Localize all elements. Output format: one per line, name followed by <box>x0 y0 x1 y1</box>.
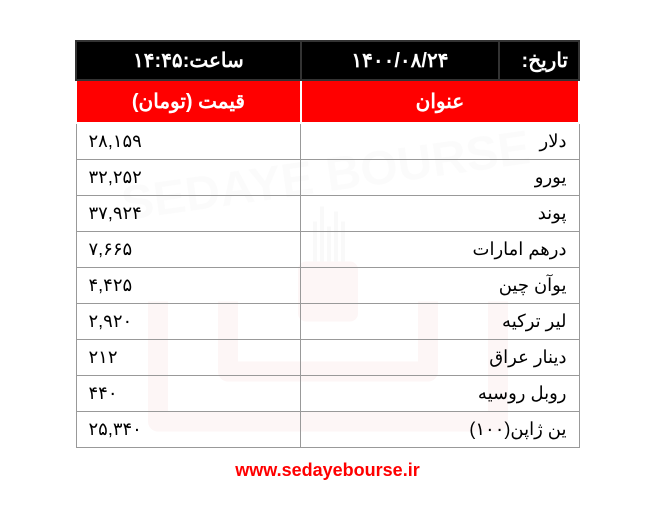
table-row: ین ژاپن(۱۰۰)۲۵,۳۴۰ <box>76 412 579 448</box>
currency-name-cell: دلار <box>301 123 579 160</box>
time-label: ساعت: <box>183 50 244 72</box>
time-value: ۱۴:۴۵ <box>133 50 183 72</box>
table-row: پوند۳۷,۹۲۴ <box>76 196 579 232</box>
date-time-header: تاریخ: ۱۴۰۰/۰۸/۲۴ ساعت:۱۴:۴۵ <box>76 41 579 80</box>
currency-name-cell: لیر ترکیه <box>301 304 579 340</box>
currency-price-cell: ۲۵,۳۴۰ <box>76 412 301 448</box>
currency-price-cell: ۲,۹۲۰ <box>76 304 301 340</box>
currency-price-cell: ۴,۴۲۵ <box>76 268 301 304</box>
table-row: درهم امارات۷,۶۶۵ <box>76 232 579 268</box>
column-headers: عنوان قیمت (تومان) <box>76 80 579 123</box>
currency-name-cell: دینار عراق <box>301 340 579 376</box>
currency-price-cell: ۲۸,۱۵۹ <box>76 123 301 160</box>
table-row: دلار۲۸,۱۵۹ <box>76 123 579 160</box>
currency-name-cell: پوند <box>301 196 579 232</box>
title-column-header: عنوان <box>301 80 579 123</box>
table-row: روبل روسیه۴۴۰ <box>76 376 579 412</box>
currency-name-cell: یورو <box>301 160 579 196</box>
currency-price-cell: ۴۴۰ <box>76 376 301 412</box>
table-row: لیر ترکیه۲,۹۲۰ <box>76 304 579 340</box>
website-url: www.sedayebourse.ir <box>75 460 580 481</box>
currency-table: تاریخ: ۱۴۰۰/۰۸/۲۴ ساعت:۱۴:۴۵ عنوان قیمت … <box>75 40 580 448</box>
currency-name-cell: درهم امارات <box>301 232 579 268</box>
currency-price-cell: ۷,۶۶۵ <box>76 232 301 268</box>
price-column-header: قیمت (تومان) <box>76 80 301 123</box>
table-row: یوآن چین۴,۴۲۵ <box>76 268 579 304</box>
currency-name-cell: ین ژاپن(۱۰۰) <box>301 412 579 448</box>
date-label: تاریخ: <box>499 41 579 80</box>
currency-name-cell: روبل روسیه <box>301 376 579 412</box>
currency-price-cell: ۲۱۲ <box>76 340 301 376</box>
currency-price-cell: ۳۷,۹۲۴ <box>76 196 301 232</box>
currency-price-cell: ۳۲,۲۵۲ <box>76 160 301 196</box>
date-value: ۱۴۰۰/۰۸/۲۴ <box>301 41 499 80</box>
table-row: دینار عراق۲۱۲ <box>76 340 579 376</box>
currency-name-cell: یوآن چین <box>301 268 579 304</box>
time-cell: ساعت:۱۴:۴۵ <box>76 41 301 80</box>
table-row: یورو۳۲,۲۵۲ <box>76 160 579 196</box>
